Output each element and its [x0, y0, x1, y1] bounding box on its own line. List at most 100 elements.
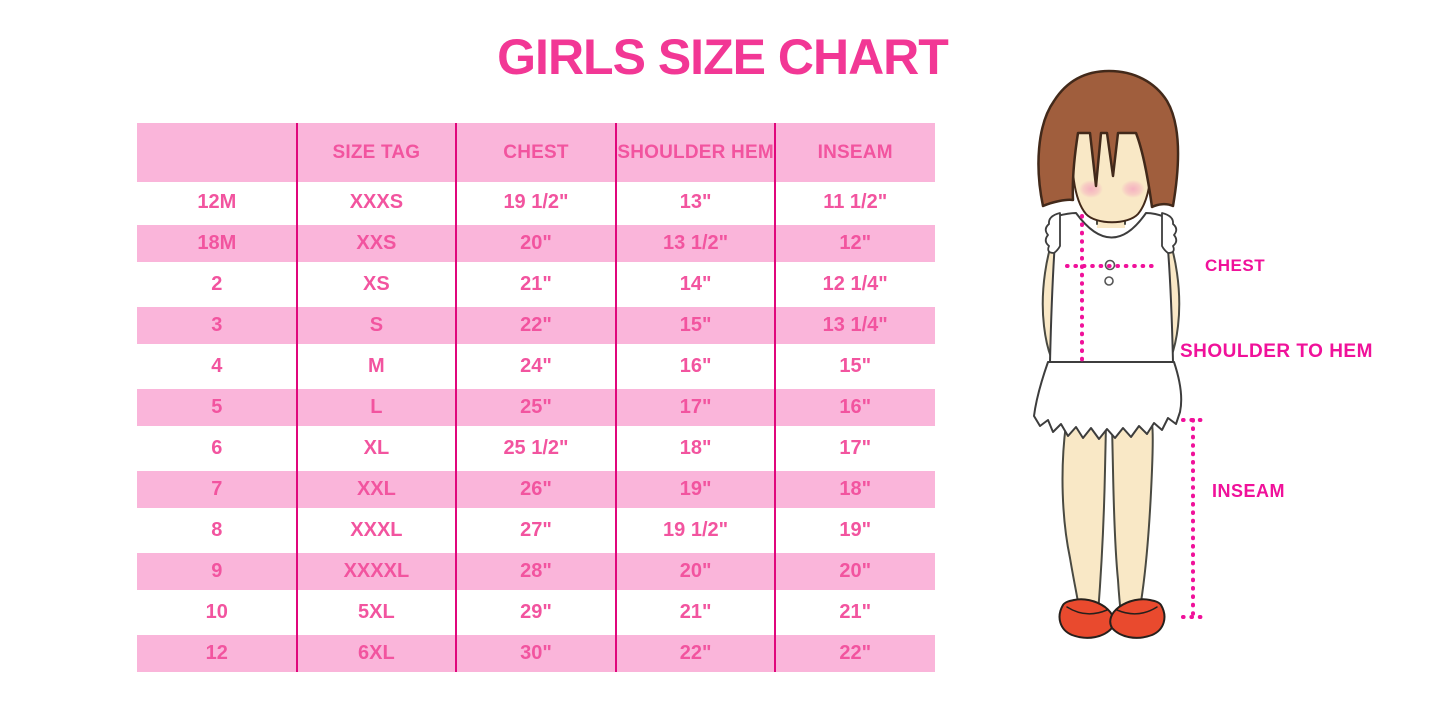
table-cell: 13"	[679, 191, 712, 213]
right-shoe-strap	[1116, 606, 1158, 615]
table-cell: 19"	[679, 478, 712, 500]
table-cell: 10	[205, 601, 228, 623]
header-cell-chest: CHEST	[503, 141, 569, 163]
table-header-row: SIZE TAG CHEST SHOULDER HEM INSEAM	[137, 123, 935, 182]
table-cell: 2	[211, 273, 223, 295]
table-cell: 3	[211, 314, 223, 336]
table-row: 18M XXS 20" 13 1/2" 12"	[137, 223, 935, 264]
table-cell: XXS	[356, 232, 397, 254]
page-title: GIRLS SIZE CHART	[497, 29, 949, 85]
table-row: 4 M 24" 16" 15"	[137, 346, 935, 387]
table-cell: XXXS	[349, 191, 404, 213]
table-cell: XXXL	[350, 519, 403, 541]
table-cell: XL	[363, 437, 390, 459]
table-cell: 17"	[679, 396, 712, 418]
table-cell: 30"	[520, 642, 552, 664]
right-shoulder-ruffle	[1161, 212, 1178, 254]
table-cell: 26"	[520, 478, 552, 500]
table-row: 8 XXXL 27" 19 1/2" 19"	[137, 510, 935, 551]
left-shoe	[1058, 598, 1115, 639]
table-cell: 13 1/2"	[663, 232, 729, 254]
girl-illustration	[1033, 69, 1205, 639]
column-divider	[774, 123, 777, 672]
table-row: 12M XXXS 19 1/2" 13" 11 1/2"	[137, 182, 935, 223]
column-divider	[295, 123, 298, 672]
table-cell: 16"	[839, 396, 872, 418]
table-cell: 12	[205, 642, 228, 664]
table-cell: 11 1/2"	[823, 191, 888, 213]
table-cell: 16"	[679, 355, 712, 377]
table-cell: 14"	[679, 273, 712, 295]
table-cell: XXXXL	[343, 560, 410, 582]
table-cell: 18"	[839, 478, 872, 500]
table-cell: 25 1/2"	[503, 437, 569, 459]
table-cell: 24"	[520, 355, 552, 377]
header-cell-size-tag: SIZE TAG	[332, 141, 421, 163]
table-row: 5 L 25" 17" 16"	[137, 387, 935, 428]
table-cell: 7	[211, 478, 223, 500]
table-cell: 21"	[679, 601, 712, 623]
bottom-button	[1104, 276, 1114, 286]
table-cell: 6	[211, 437, 223, 459]
table-cell: 6XL	[358, 642, 395, 664]
shoulder-to-hem-label: SHOULDER TO HEM	[1180, 341, 1373, 362]
right-shoe	[1109, 598, 1166, 639]
table-cell: 18M	[197, 232, 237, 254]
column-divider	[455, 123, 458, 672]
table-cell: 4	[211, 355, 223, 377]
table-cell: 15"	[839, 355, 872, 377]
table-cell: 19 1/2"	[663, 519, 729, 541]
table-cell: 21"	[839, 601, 872, 623]
right-leg	[1111, 423, 1154, 615]
table-row: 6 XL 25 1/2" 18" 17"	[137, 428, 935, 469]
measurement-figure: CHEST SHOULDER TO HEM INSEAM	[1000, 60, 1445, 723]
table-cell: 29"	[520, 601, 552, 623]
table-cell: 17"	[839, 437, 872, 459]
header-cell-inseam: INSEAM	[817, 141, 893, 163]
table-cell: 28"	[520, 560, 552, 582]
table-cell: XS	[363, 273, 390, 295]
table-cell: 8	[211, 519, 223, 541]
table-cell: M	[368, 355, 385, 377]
table-row: 12 6XL 30" 22" 22"	[137, 633, 935, 674]
table-cell: 5XL	[358, 601, 395, 623]
table-cell: 20"	[839, 560, 872, 582]
table-cell: 5	[211, 396, 223, 418]
table-cell: 13 1/4"	[822, 314, 888, 336]
table-row: 2 XS 21" 14" 12 1/4"	[137, 264, 935, 305]
table-cell: 15"	[679, 314, 712, 336]
table-cell: S	[369, 314, 384, 336]
left-leg	[1061, 423, 1107, 615]
inseam-label: INSEAM	[1212, 481, 1286, 501]
table-body: 12M XXXS 19 1/2" 13" 11 1/2" 18M XXS 20" 13 1/2"…	[137, 182, 935, 674]
table-cell: XXL	[356, 478, 396, 500]
table-cell: 12M	[197, 191, 237, 213]
inseam-dotted-line	[1181, 418, 1205, 619]
table-row: 9 XXXXL 28" 20" 20"	[137, 551, 935, 592]
table-cell: 12"	[839, 232, 872, 254]
table-cell: 19 1/2"	[503, 191, 569, 213]
table-row: 10 5XL 29" 21" 21"	[137, 592, 935, 633]
table-cell: L	[370, 396, 383, 418]
table-cell: 9	[211, 560, 223, 582]
table-cell: 25"	[520, 396, 552, 418]
tank-top	[1049, 212, 1174, 363]
table-cell: 22"	[679, 642, 712, 664]
table-cell: 18"	[679, 437, 712, 459]
left-shoe-strap	[1066, 606, 1108, 615]
right-blush	[1121, 180, 1145, 198]
table-cell: 22"	[520, 314, 552, 336]
table-row: 3 S 22" 15" 13 1/4"	[137, 305, 935, 346]
table-cell: 19"	[839, 519, 872, 541]
table-cell: 22"	[839, 642, 872, 664]
left-blush	[1079, 180, 1103, 198]
table-row: 7 XXL 26" 19" 18"	[137, 469, 935, 510]
skirt	[1033, 361, 1183, 440]
left-shoulder-ruffle	[1044, 212, 1061, 254]
header-cell-shoulder-hem: SHOULDER HEM	[617, 141, 774, 163]
table-cell: 20"	[679, 560, 712, 582]
table-cell: 20"	[520, 232, 552, 254]
chest-label: CHEST	[1205, 256, 1266, 275]
column-divider	[614, 123, 617, 672]
size-chart-table: SIZE TAG CHEST SHOULDER HEM INSEAM 12M XX…	[137, 123, 935, 674]
